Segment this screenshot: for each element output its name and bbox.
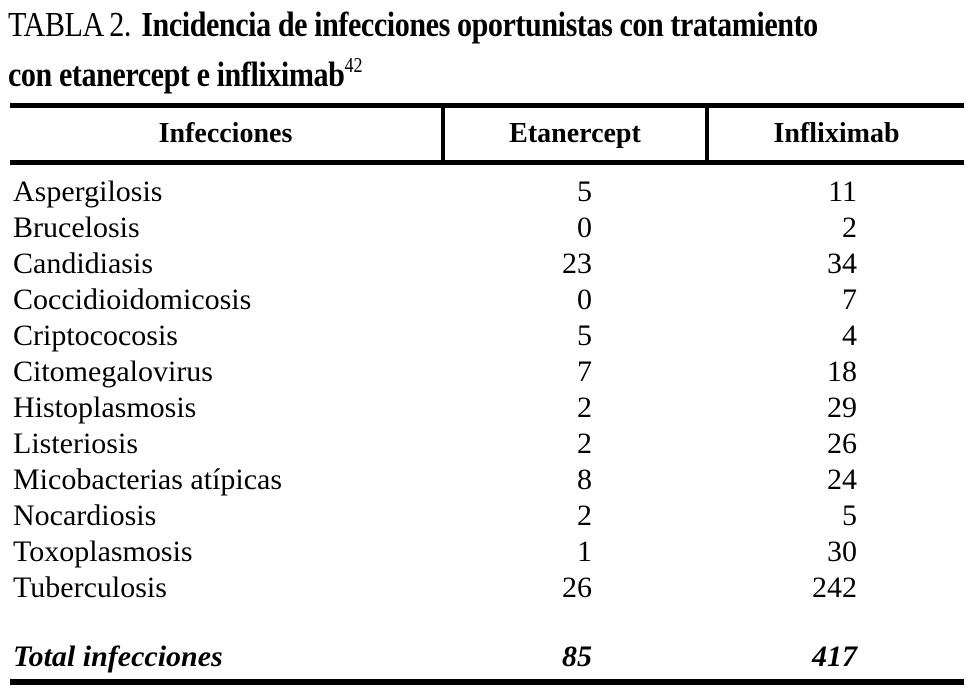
column-header-infecciones: Infecciones bbox=[10, 105, 443, 165]
infection-name-cell: Criptococosis bbox=[13, 319, 178, 352]
infliximab-value-cell: 2 bbox=[842, 211, 857, 244]
infliximab-value-cell: 4 bbox=[842, 319, 857, 352]
table-row: Micobacterias atípicas 8 24 bbox=[10, 462, 964, 498]
table-row: Tuberculosis 26 242 bbox=[10, 570, 964, 606]
total-row: Total infecciones 85 417 bbox=[10, 635, 964, 682]
table-row: Citomegalovirus 7 18 bbox=[10, 354, 964, 390]
table-row: Histoplasmosis 2 29 bbox=[10, 390, 964, 426]
infection-name-cell: Histoplasmosis bbox=[13, 391, 197, 424]
column-header-infliximab: Infliximab bbox=[705, 105, 964, 165]
infliximab-value-cell: 11 bbox=[828, 175, 857, 208]
infliximab-value-cell: 18 bbox=[827, 355, 857, 388]
infection-name-cell: Listeriosis bbox=[13, 427, 138, 460]
table-row: Nocardiosis 2 5 bbox=[10, 498, 964, 534]
table-header-row: Infecciones Etanercept Infliximab bbox=[10, 105, 964, 165]
column-header-etanercept: Etanercept bbox=[441, 105, 707, 165]
infliximab-value-cell: 26 bbox=[827, 427, 857, 460]
total-etanercept-cell: 85 bbox=[562, 640, 592, 673]
table-row: Brucelosis 0 2 bbox=[10, 210, 964, 246]
table-row: Candidiasis 23 34 bbox=[10, 246, 964, 282]
total-label-cell: Total infecciones bbox=[13, 640, 223, 673]
infection-name-cell: Brucelosis bbox=[13, 211, 140, 244]
caption-line-1: TABLA 2. Incidencia de infecciones oportu… bbox=[8, 4, 818, 45]
etanercept-value-cell: 2 bbox=[577, 499, 592, 532]
infliximab-value-cell: 5 bbox=[842, 499, 857, 532]
caption-line-2: con etanercept e infliximab42 bbox=[8, 45, 818, 95]
etanercept-value-cell: 0 bbox=[577, 211, 592, 244]
table-caption: TABLA 2. Incidencia de infecciones oportu… bbox=[8, 4, 818, 95]
table-row: Aspergilosis 5 11 bbox=[10, 174, 964, 210]
table-row: Coccidioidomicosis 0 7 bbox=[10, 282, 964, 318]
caption-title-part-1: Incidencia de infecciones oportunistas c… bbox=[141, 5, 818, 44]
infection-name-cell: Micobacterias atípicas bbox=[13, 463, 283, 496]
table-row: Listeriosis 2 26 bbox=[10, 426, 964, 462]
total-infliximab-cell: 417 bbox=[812, 640, 857, 673]
etanercept-value-cell: 0 bbox=[577, 283, 592, 316]
etanercept-value-cell: 2 bbox=[577, 427, 592, 460]
table-number-label: TABLA 2. bbox=[8, 5, 131, 44]
infliximab-value-cell: 34 bbox=[827, 247, 857, 280]
infections-table: Infecciones Etanercept Infliximab Asperg… bbox=[10, 103, 964, 685]
etanercept-value-cell: 5 bbox=[577, 319, 592, 352]
infliximab-value-cell: 30 bbox=[827, 535, 857, 568]
infection-name-cell: Candidiasis bbox=[13, 247, 153, 280]
etanercept-value-cell: 5 bbox=[577, 175, 592, 208]
infection-name-cell: Citomegalovirus bbox=[13, 355, 213, 388]
infection-name-cell: Aspergilosis bbox=[13, 175, 163, 208]
table-row: Toxoplasmosis 1 30 bbox=[10, 534, 964, 570]
etanercept-value-cell: 1 bbox=[577, 535, 592, 568]
infliximab-value-cell: 24 bbox=[827, 463, 857, 496]
infection-name-cell: Toxoplasmosis bbox=[13, 535, 193, 568]
infliximab-value-cell: 29 bbox=[827, 391, 857, 424]
etanercept-value-cell: 2 bbox=[577, 391, 592, 424]
reference-superscript: 42 bbox=[344, 53, 363, 77]
infection-name-cell: Nocardiosis bbox=[13, 499, 157, 532]
infliximab-value-cell: 7 bbox=[842, 283, 857, 316]
etanercept-value-cell: 26 bbox=[562, 571, 592, 604]
caption-title-part-2: con etanercept e infliximab bbox=[8, 55, 345, 94]
infection-name-cell: Tuberculosis bbox=[13, 571, 167, 604]
table-row: Criptococosis 5 4 bbox=[10, 318, 964, 354]
spacer-row bbox=[10, 163, 964, 175]
infection-name-cell: Coccidioidomicosis bbox=[13, 283, 252, 316]
infliximab-value-cell: 242 bbox=[812, 571, 857, 604]
etanercept-value-cell: 23 bbox=[562, 247, 592, 280]
etanercept-value-cell: 7 bbox=[577, 355, 592, 388]
spacer-row bbox=[10, 606, 964, 635]
etanercept-value-cell: 8 bbox=[577, 463, 592, 496]
